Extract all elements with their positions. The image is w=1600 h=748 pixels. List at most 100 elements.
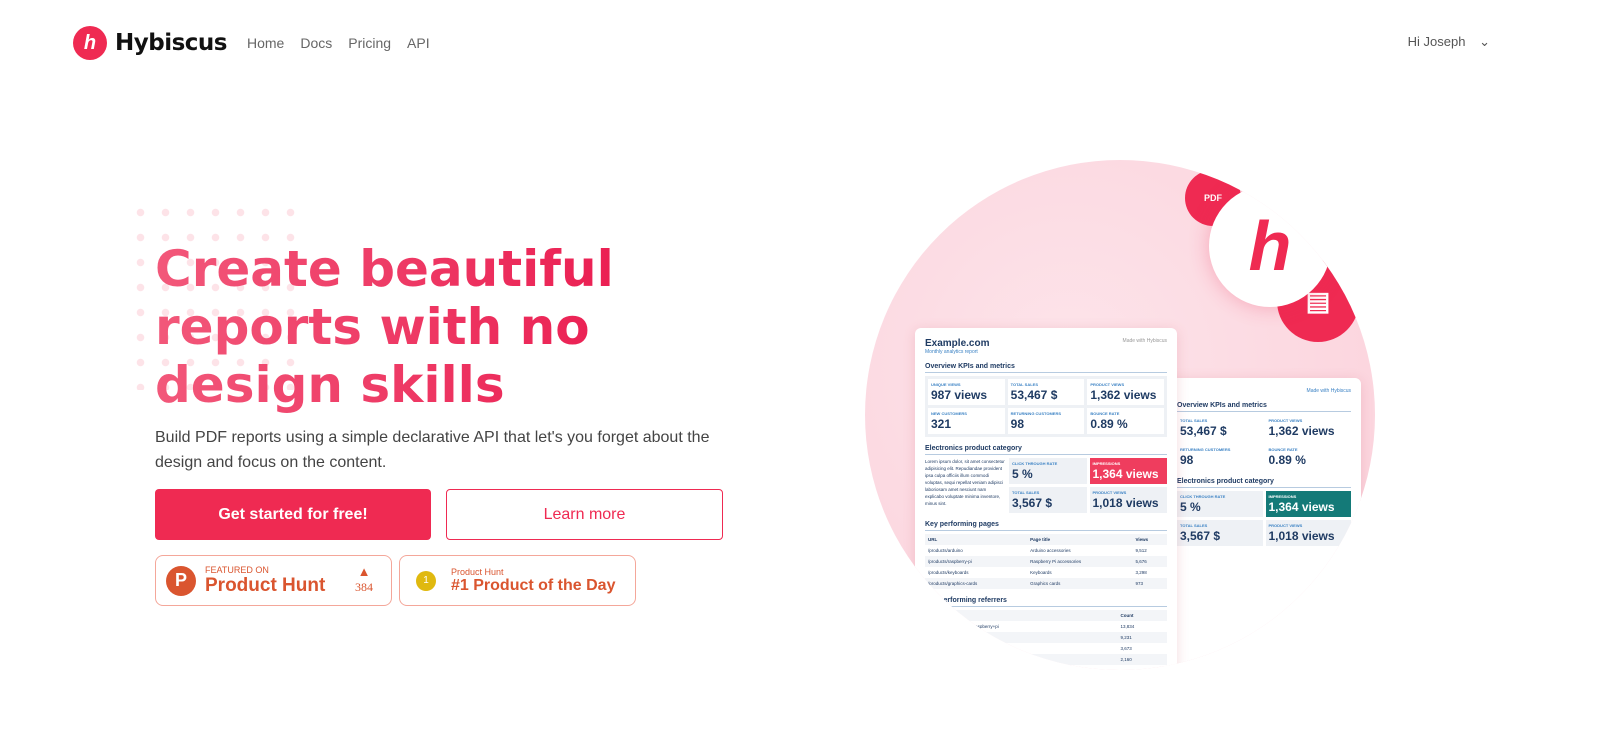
- nav-docs[interactable]: Docs: [300, 35, 333, 51]
- table-cell: 2,160: [1120, 657, 1132, 662]
- section-title: Top performing referrers: [925, 597, 1167, 607]
- section-title: Key performing pages: [925, 521, 1167, 531]
- kpi-label: TOTAL SALES: [1180, 418, 1208, 423]
- kpi-value: 5 %: [1180, 500, 1201, 514]
- kpi-tile: IMPRESSIONS 1,364 views: [1089, 458, 1167, 484]
- kpi-value: 987 views: [931, 388, 988, 402]
- lorem-text: Lorem ipsum dolor, sit amet consectetur …: [925, 459, 1005, 506]
- table-cell: /products/raspberry-pi: [928, 559, 972, 564]
- kpi-label: NEW CUSTOMERS: [931, 411, 967, 416]
- table-cell: 13,834: [1120, 624, 1135, 629]
- table-cell: 9,231: [1120, 635, 1132, 640]
- product-of-day-badge[interactable]: 1 Product Hunt #1 Product of the Day: [399, 555, 636, 606]
- table-cell: Keyboards: [1030, 570, 1052, 575]
- kpi-tile: NEW CUSTOMERS 321: [928, 408, 1005, 434]
- nav-home[interactable]: Home: [246, 35, 285, 51]
- kpi-tile: UNIQUE VIEWS 987 views: [928, 379, 1005, 405]
- product-hunt-featured-badge[interactable]: P FEATURED ON Product Hunt ▲ 384: [155, 555, 392, 606]
- hero-illustration: Made with Hybiscus Overview KPIs and met…: [865, 160, 1375, 670]
- table-cell: Arduino accessories: [1030, 548, 1071, 553]
- table-row: 3,673: [925, 643, 1167, 654]
- kpi-label: PRODUCT VIEWS: [1268, 523, 1303, 528]
- kpi-value: 53,467 $: [1180, 424, 1227, 438]
- kpi-label: TOTAL SALES: [1180, 523, 1208, 528]
- kpi-tile: PRODUCT VIEWS 1,362 views: [1087, 379, 1164, 405]
- kpi-value: 0.89 %: [1268, 453, 1306, 467]
- upvote-icon: ▲: [357, 564, 371, 579]
- table-cell: [925, 654, 1117, 665]
- kpi-tile: PRODUCT VIEWS 1,018 views: [1089, 487, 1167, 513]
- column-header: URL: [928, 537, 938, 542]
- vote-count: 384: [355, 580, 373, 594]
- nav-pricing[interactable]: Pricing: [348, 35, 392, 51]
- kpi-tile: BOUNCE RATE 0.89 %: [1087, 408, 1164, 434]
- report-preview-back: Made with Hybiscus Overview KPIs and met…: [1163, 378, 1361, 670]
- kpi-label: PRODUCT VIEWS: [1092, 490, 1127, 495]
- badge-big-text: Product Hunt: [205, 574, 326, 596]
- kpi-label: UNIQUE VIEWS: [931, 382, 961, 387]
- nav-api[interactable]: API: [407, 35, 430, 51]
- learn-more-button[interactable]: Learn more: [446, 489, 723, 540]
- report-title: Example.com: [925, 338, 990, 349]
- table-row: /products/keyboards Keyboards 3,298: [925, 567, 1167, 578]
- table-cell: /products/arduino: [928, 548, 963, 553]
- made-with: Made with Hybiscus: [1306, 388, 1351, 394]
- section-title: Electronics product category: [925, 445, 1167, 455]
- report-subtitle: Monthly analytics report: [925, 349, 978, 355]
- made-with: Made with Hybiscus: [1122, 338, 1167, 344]
- pages-table: URL Page title Views/products/arduino Ardui…: [925, 534, 1167, 589]
- kpi-label: CLICK THROUGH RATE: [1012, 461, 1058, 466]
- table-row: 2,160: [925, 654, 1167, 665]
- kpi-label: RETURNING CUSTOMERS: [1010, 411, 1062, 416]
- chevron-down-icon: ⌄: [1479, 34, 1490, 49]
- product-hunt-icon: P: [166, 565, 196, 596]
- kpi-value: 98: [1180, 453, 1194, 467]
- user-greeting: Hi Joseph: [1407, 34, 1466, 49]
- table-cell: Raspberry Pi accessories: [1030, 559, 1082, 564]
- kpi-tile: CLICK THROUGH RATE 5 %: [1009, 458, 1087, 484]
- kpi-label: TOTAL SALES: [1010, 382, 1038, 387]
- kpi-value: 53,467 $: [1010, 388, 1058, 402]
- table-row: google.com/search?q=raspberry+pi 13,834: [925, 621, 1167, 632]
- kpi-value: 1,364 views: [1268, 500, 1335, 514]
- kpi-value: 321: [931, 417, 952, 431]
- column-header: Views: [1135, 537, 1149, 542]
- table-header: URL Page title Views: [925, 534, 1167, 545]
- table-row: /products/graphics-cards Graphics cards 97…: [925, 578, 1167, 589]
- kpi-value: 1,364 views: [1092, 467, 1159, 481]
- section-title: Overview KPIs and metrics: [1177, 402, 1351, 412]
- kpi-value: 3,567 $: [1180, 529, 1221, 543]
- table-cell: /products/keyboards: [928, 570, 969, 575]
- kpi-value: 98: [1010, 417, 1025, 431]
- kpi-value: 0.89 %: [1090, 417, 1128, 431]
- table-row: /products/arduino Arduino accessories 9,51…: [925, 545, 1167, 556]
- kpi-label: PRODUCT VIEWS: [1268, 418, 1303, 423]
- hero-subtitle: Build PDF reports using a simple declara…: [155, 429, 710, 471]
- table-cell: Graphics cards: [1030, 581, 1061, 586]
- kpi-label: BOUNCE RATE: [1268, 447, 1298, 452]
- hero-title: Create beautiful reports with no design …: [155, 240, 715, 414]
- table-cell: 9,512: [1135, 548, 1147, 553]
- kpi-tile: TOTAL SALES 53,467 $: [1007, 379, 1085, 405]
- table-cell: [925, 643, 1117, 654]
- report-preview-front: Example.com Monthly analytics report Made …: [915, 328, 1177, 670]
- get-started-button[interactable]: Get started for free!: [155, 489, 431, 540]
- hybiscus-logo-icon[interactable]: h: [73, 26, 107, 60]
- table-cell: bing.com/?q=raspberry+pi: [928, 635, 981, 640]
- table-header: URL Count: [925, 610, 1167, 621]
- section-title: Overview KPIs and metrics: [925, 363, 1167, 373]
- section-title: Electronics product category: [1177, 478, 1351, 488]
- column-header: Count: [1120, 613, 1134, 618]
- kpi-label: IMPRESSIONS: [1268, 494, 1297, 499]
- kpi-value: 1,362 views: [1268, 424, 1335, 438]
- dot-pattern: [128, 200, 308, 390]
- kpi-value: 1,362 views: [1090, 388, 1157, 402]
- medal-icon: 1: [416, 570, 436, 591]
- kpi-label: PRODUCT VIEWS: [1090, 382, 1125, 387]
- brand-name[interactable]: Hybiscus: [115, 30, 227, 56]
- column-header: URL: [928, 613, 938, 618]
- table-cell: 3,298: [1135, 570, 1147, 575]
- kpi-label: TOTAL SALES: [1012, 490, 1040, 495]
- user-menu[interactable]: Hi Joseph ⌄: [1408, 34, 1490, 50]
- kpi-label: RETURNING CUSTOMERS: [1180, 447, 1231, 452]
